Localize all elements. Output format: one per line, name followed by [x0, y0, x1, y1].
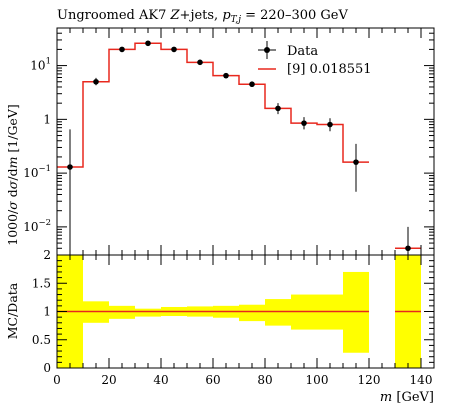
main-y-axis-label: 1000/σ dσ/dm [1/GeV] [5, 104, 20, 246]
ratio-y-ticks: 0 0.5 1 1.5 2 [32, 248, 434, 375]
ratio-y-tick-label-1: 0.5 [32, 333, 51, 347]
ratio-y-tick-label-0: 0 [43, 361, 51, 375]
data-point-3 [145, 40, 151, 47]
x-tick-label-4: 80 [257, 373, 272, 387]
data-point-5 [197, 59, 203, 66]
ratio-band-2 [109, 305, 135, 319]
main-plot-frame [56, 27, 435, 256]
ratio-band-11 [343, 271, 369, 353]
data-point-11 [353, 159, 359, 165]
x-tick-label-6: 120 [358, 373, 381, 387]
main-y-tick-base-3: 10 [30, 59, 45, 73]
data-point-1 [93, 78, 99, 85]
legend-item-data: Data [258, 41, 318, 59]
ratio-y-tick-label-3: 1.5 [32, 276, 51, 290]
legend: Data [9] 0.018551 [258, 41, 372, 77]
ratio-y-tick-label-4: 2 [43, 248, 51, 262]
data-point-10 [327, 121, 333, 128]
ratio-band-3 [135, 308, 161, 317]
main-y-tick-base-1: 10 [23, 166, 38, 180]
main-y-tick-base-2: 1 [43, 112, 51, 126]
data-point-4 [171, 46, 177, 53]
main-y-tick-base-0: 10 [23, 220, 38, 234]
x-tick-label-0: 0 [53, 373, 61, 387]
data-point-9 [301, 120, 307, 126]
data-point-0 [67, 164, 73, 170]
ratio-panel: 0 0.5 1 1.5 2 0 20 40 60 80 100 120 140 [32, 28, 435, 387]
data-point-6 [223, 72, 229, 79]
main-y-tick-exp-1: −1 [38, 164, 51, 174]
ratio-marks [57, 255, 421, 368]
main-y-tick-label-3: 101 [30, 57, 51, 73]
x-tick-label-7: 140 [410, 373, 433, 387]
data-point-12 [405, 245, 411, 252]
ratio-y-tick-label-2: 1 [43, 305, 51, 319]
main-marks [57, 40, 421, 255]
legend-data-marker [264, 47, 270, 53]
x-tick-label-2: 40 [153, 373, 168, 387]
ratio-band-7 [239, 304, 265, 322]
x-tick-label-1: 20 [101, 373, 116, 387]
ratio-band-8 [265, 299, 291, 326]
ratio-x-ticks: 0 20 40 60 80 100 120 140 [53, 28, 432, 387]
main-y-tick-exp-3: 1 [46, 57, 51, 67]
ratio-y-axis-label: MC/Data [5, 282, 20, 339]
data-point-2 [119, 46, 125, 53]
legend-mc-label: [9] 0.018551 [287, 62, 372, 77]
chart-title: Ungroomed AK7 Z+jets, pT,j = 220–300 GeV [57, 8, 348, 25]
legend-item-mc: [9] 0.018551 [258, 62, 372, 77]
main-y-tick-label-1: 10−1 [23, 164, 51, 180]
main-y-tick-label-2: 1 [43, 112, 51, 126]
main-y-tick-exp-0: −2 [38, 218, 51, 228]
x-axis-label: m [GeV] [380, 390, 434, 405]
x-tick-label-5: 100 [306, 373, 329, 387]
legend-data-label: Data [287, 44, 318, 59]
data-point-7 [249, 81, 255, 88]
data-point-8 [275, 105, 281, 112]
main-y-tick-label-0: 10−2 [23, 218, 51, 234]
x-tick-label-3: 60 [205, 373, 220, 387]
